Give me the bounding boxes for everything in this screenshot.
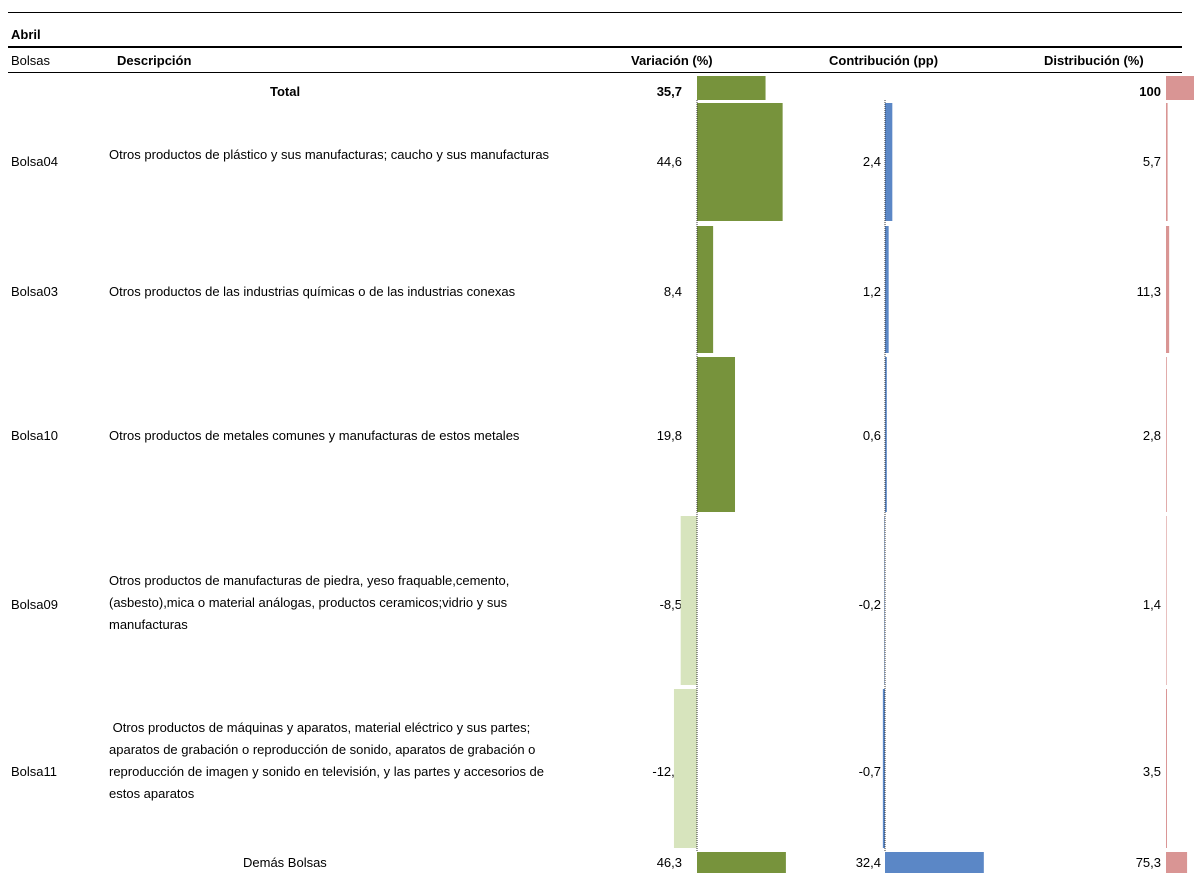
bolsa-variacion: -8,5 xyxy=(659,597,682,612)
bolsa-variacion: 19,8 xyxy=(656,428,682,443)
bolsa-distribucion: 3,5 xyxy=(1142,764,1161,779)
col-contribucion-header: Contribución (pp) xyxy=(829,53,939,68)
variacion-bar xyxy=(680,516,697,685)
demas-label: Demás Bolsas xyxy=(243,855,327,870)
top-rule xyxy=(8,12,1182,13)
variacion-bar xyxy=(697,357,736,512)
col-descripcion-header: Descripción xyxy=(117,53,192,68)
variacion-bar xyxy=(673,689,697,848)
variacion-bar xyxy=(697,103,783,221)
period-label: Abril xyxy=(11,27,41,42)
bolsa-distribucion: 11,3 xyxy=(1136,284,1161,299)
header-rule xyxy=(8,46,1182,48)
bolsa-distribucion: 2,8 xyxy=(1142,428,1161,443)
demas-distribucion: 75,3 xyxy=(1135,855,1161,870)
bolsa-description: Otros productos de metales comunes y man… xyxy=(109,428,520,443)
bolsa-description: Otros productos de las industrias químic… xyxy=(109,284,516,299)
header-bottom-rule xyxy=(8,72,1182,73)
distribucion-bar xyxy=(1166,226,1170,353)
distribucion-bar xyxy=(1166,76,1194,100)
contribucion-bar xyxy=(885,103,893,221)
demas-contribucion: 32,4 xyxy=(855,855,881,870)
col-variacion-header: Variación (%) xyxy=(631,53,713,68)
contribucion-bar xyxy=(885,226,889,353)
bolsa-code: Bolsa03 xyxy=(11,284,58,299)
distribucion-bar xyxy=(1166,357,1167,512)
col-bolsas-header: Bolsas xyxy=(11,53,51,68)
distribucion-bar xyxy=(1166,516,1167,685)
bolsa-contribucion: 2,4 xyxy=(862,154,881,169)
variacion-bar xyxy=(697,76,766,100)
bolsa-description: Otros productos de plástico y sus manufa… xyxy=(109,147,550,162)
contribucion-bar xyxy=(885,852,984,873)
distribucion-bar xyxy=(1166,852,1188,873)
bolsa-variacion: 8,4 xyxy=(663,284,682,299)
variacion-bar xyxy=(697,226,714,353)
bolsa-variacion: 44,6 xyxy=(656,154,682,169)
total-label: Total xyxy=(270,84,301,99)
bolsa-contribucion: -0,7 xyxy=(858,764,881,779)
bolsa-distribucion: 5,7 xyxy=(1142,154,1161,169)
distribucion-bar xyxy=(1166,689,1167,848)
bolsa-contribucion: -0,2 xyxy=(858,597,881,612)
demas-variacion: 46,3 xyxy=(656,855,682,870)
bolsa-contribucion: 0,6 xyxy=(862,428,881,443)
col-distribucion-header: Distribución (%) xyxy=(1044,53,1144,68)
bolsa-description: Otros productos de manufacturas de piedr… xyxy=(109,573,510,632)
distribucion-bar xyxy=(1166,103,1168,221)
bolsa-code: Bolsa09 xyxy=(11,597,58,612)
bolsa-description: Otros productos de máquinas y aparatos, … xyxy=(109,720,548,801)
total-distribucion: 100 xyxy=(1139,84,1161,99)
bolsa-code: Bolsa04 xyxy=(11,154,58,169)
contribucion-bar xyxy=(882,689,885,848)
contribucion-bar xyxy=(885,357,887,512)
bolsa-code: Bolsa10 xyxy=(11,428,58,443)
variacion-bar xyxy=(697,852,786,873)
bolsa-contribucion: 1,2 xyxy=(862,284,881,299)
bolsa-distribucion: 1,4 xyxy=(1142,597,1161,612)
total-variacion: 35,7 xyxy=(656,84,682,99)
bolsa-code: Bolsa11 xyxy=(11,764,58,779)
